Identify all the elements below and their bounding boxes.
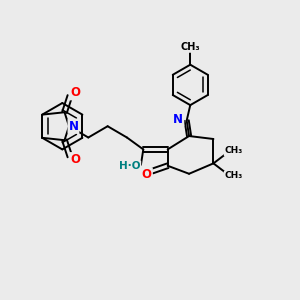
- Text: CH₃: CH₃: [180, 42, 200, 52]
- Text: H·O: H·O: [119, 161, 140, 171]
- Text: CH₃: CH₃: [224, 171, 243, 180]
- Text: N: N: [173, 112, 183, 126]
- Text: O: O: [142, 168, 152, 181]
- Text: N: N: [68, 120, 79, 133]
- Text: O: O: [70, 153, 80, 166]
- Text: O: O: [70, 86, 80, 99]
- Text: CH₃: CH₃: [224, 146, 243, 155]
